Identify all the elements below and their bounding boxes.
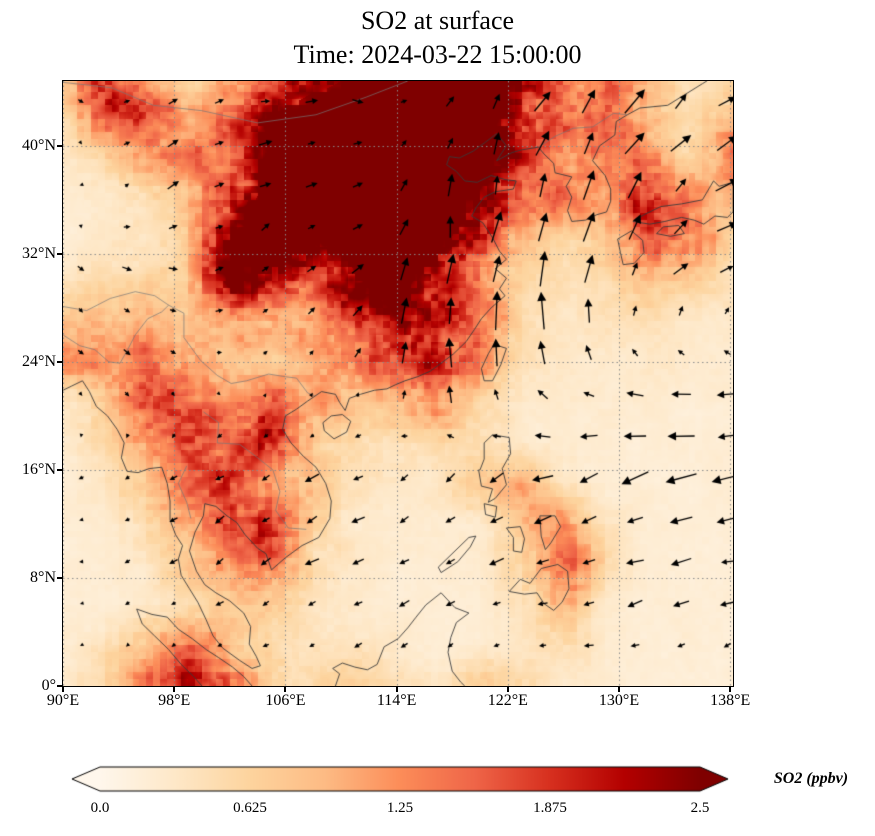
- x-axis-tick: [173, 687, 176, 692]
- y-axis-tick: [57, 144, 62, 147]
- y-axis-tick: [57, 360, 62, 363]
- x-axis-tick: [395, 687, 398, 692]
- y-axis-tick-label: 24°N: [22, 352, 56, 370]
- plot-subtitle: Time: 2024-03-22 15:00:00: [293, 40, 582, 69]
- x-axis-tick-label: 138°E: [710, 692, 751, 709]
- y-axis-tick: [57, 468, 62, 471]
- y-axis-tick-label: 16°N: [22, 460, 56, 478]
- so2-heatmap-quiver-canvas: [63, 81, 733, 686]
- colorbar-tick-label: 0.0: [90, 800, 110, 816]
- x-axis-tick-label: 98°E: [158, 692, 191, 709]
- x-axis-tick: [284, 687, 287, 692]
- y-axis-tick: [57, 252, 62, 255]
- map-plot-area: [62, 80, 734, 687]
- colorbar-gradient: [70, 764, 730, 796]
- colorbar-label: SO2 (ppbv): [773, 770, 849, 787]
- x-axis-tick-label: 90°E: [46, 692, 80, 709]
- x-axis-tick: [618, 687, 621, 692]
- y-axis-tick: [57, 576, 62, 579]
- y-axis-tick-label: 8°N: [30, 568, 56, 586]
- y-axis-tick-label: 32°N: [22, 244, 56, 262]
- x-axis-tick: [62, 687, 64, 692]
- x-axis-tick-label: 130°E: [598, 692, 640, 709]
- x-axis-tick: [729, 687, 732, 692]
- colorbar-tick-label: 0.625: [233, 800, 267, 816]
- plot-title: SO2 at surface: [360, 6, 515, 35]
- colorbar-tick-label: 1.875: [533, 800, 567, 816]
- x-axis-tick-label: 114°E: [376, 692, 417, 709]
- x-axis-tick-label: 106°E: [265, 692, 306, 709]
- colorbar-tick-label: 2.5: [690, 800, 710, 816]
- x-axis-tick: [506, 687, 509, 692]
- colorbar-tick-label: 1.25: [386, 800, 414, 816]
- y-axis-tick: [57, 685, 62, 687]
- x-axis-tick-label: 122°E: [487, 692, 528, 709]
- y-axis-tick-label: 0°: [41, 677, 56, 694]
- y-axis-tick-label: 40°N: [22, 136, 56, 154]
